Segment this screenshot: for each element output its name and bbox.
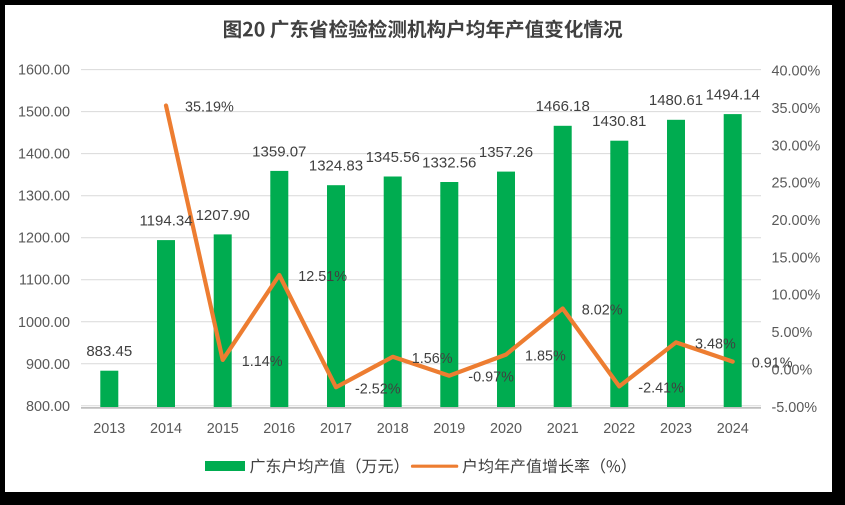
- svg-text:1500.00: 1500.00: [18, 105, 70, 121]
- svg-text:2018: 2018: [377, 421, 409, 437]
- svg-text:20.00%: 20.00%: [772, 213, 821, 229]
- svg-text:25.00%: 25.00%: [772, 176, 821, 192]
- svg-text:1194.34: 1194.34: [139, 213, 192, 230]
- svg-text:900.00: 900.00: [26, 357, 70, 373]
- svg-text:1345.56: 1345.56: [366, 149, 420, 166]
- svg-text:1207.90: 1207.90: [196, 207, 250, 224]
- svg-text:2015: 2015: [207, 421, 239, 437]
- svg-text:10.00%: 10.00%: [772, 288, 821, 304]
- svg-text:2019: 2019: [433, 421, 465, 437]
- svg-text:1200.00: 1200.00: [18, 231, 70, 247]
- svg-text:5.00%: 5.00%: [772, 325, 813, 341]
- svg-text:30.00%: 30.00%: [772, 138, 821, 154]
- svg-text:1300.00: 1300.00: [18, 189, 70, 205]
- svg-text:1.85%: 1.85%: [525, 349, 566, 365]
- svg-text:1324.83: 1324.83: [309, 158, 363, 175]
- svg-text:40.00%: 40.00%: [772, 64, 821, 80]
- svg-text:0.91%: 0.91%: [752, 356, 793, 372]
- svg-text:1332.56: 1332.56: [422, 154, 476, 171]
- svg-text:1357.26: 1357.26: [479, 144, 533, 161]
- svg-text:2016: 2016: [263, 421, 295, 437]
- svg-text:1600.00: 1600.00: [18, 63, 70, 79]
- svg-text:8.02%: 8.02%: [582, 303, 623, 319]
- svg-text:1494.14: 1494.14: [706, 87, 760, 104]
- svg-text:1100.00: 1100.00: [19, 273, 70, 289]
- svg-text:35.00%: 35.00%: [772, 101, 821, 117]
- svg-text:1359.07: 1359.07: [252, 143, 306, 160]
- svg-text:-0.97%: -0.97%: [468, 370, 514, 386]
- svg-text:800.00: 800.00: [26, 399, 70, 415]
- svg-text:2021: 2021: [547, 421, 579, 437]
- svg-text:2014: 2014: [150, 421, 182, 437]
- svg-text:2023: 2023: [660, 421, 692, 437]
- svg-text:2022: 2022: [603, 421, 635, 437]
- svg-text:-5.00%: -5.00%: [772, 400, 818, 416]
- svg-text:1466.18: 1466.18: [536, 98, 590, 115]
- svg-text:1000.00: 1000.00: [18, 315, 70, 331]
- svg-text:2017: 2017: [320, 421, 352, 437]
- svg-text:0.00%: 0.00%: [772, 362, 813, 378]
- svg-text:2020: 2020: [490, 421, 522, 437]
- svg-text:1480.61: 1480.61: [649, 92, 703, 109]
- svg-text:1430.81: 1430.81: [592, 113, 646, 130]
- svg-text:883.45: 883.45: [86, 343, 132, 360]
- svg-text:-2.41%: -2.41%: [638, 380, 684, 396]
- svg-text:35.19%: 35.19%: [185, 100, 234, 116]
- svg-text:1.14%: 1.14%: [242, 354, 283, 370]
- svg-text:3.48%: 3.48%: [695, 336, 736, 352]
- svg-text:1.56%: 1.56%: [412, 351, 453, 367]
- svg-text:-2.52%: -2.52%: [355, 381, 401, 397]
- svg-text:12.51%: 12.51%: [298, 269, 347, 285]
- svg-text:1400.00: 1400.00: [18, 147, 70, 163]
- svg-text:2024: 2024: [717, 421, 749, 437]
- svg-text:15.00%: 15.00%: [772, 250, 821, 266]
- svg-text:2013: 2013: [93, 421, 125, 437]
